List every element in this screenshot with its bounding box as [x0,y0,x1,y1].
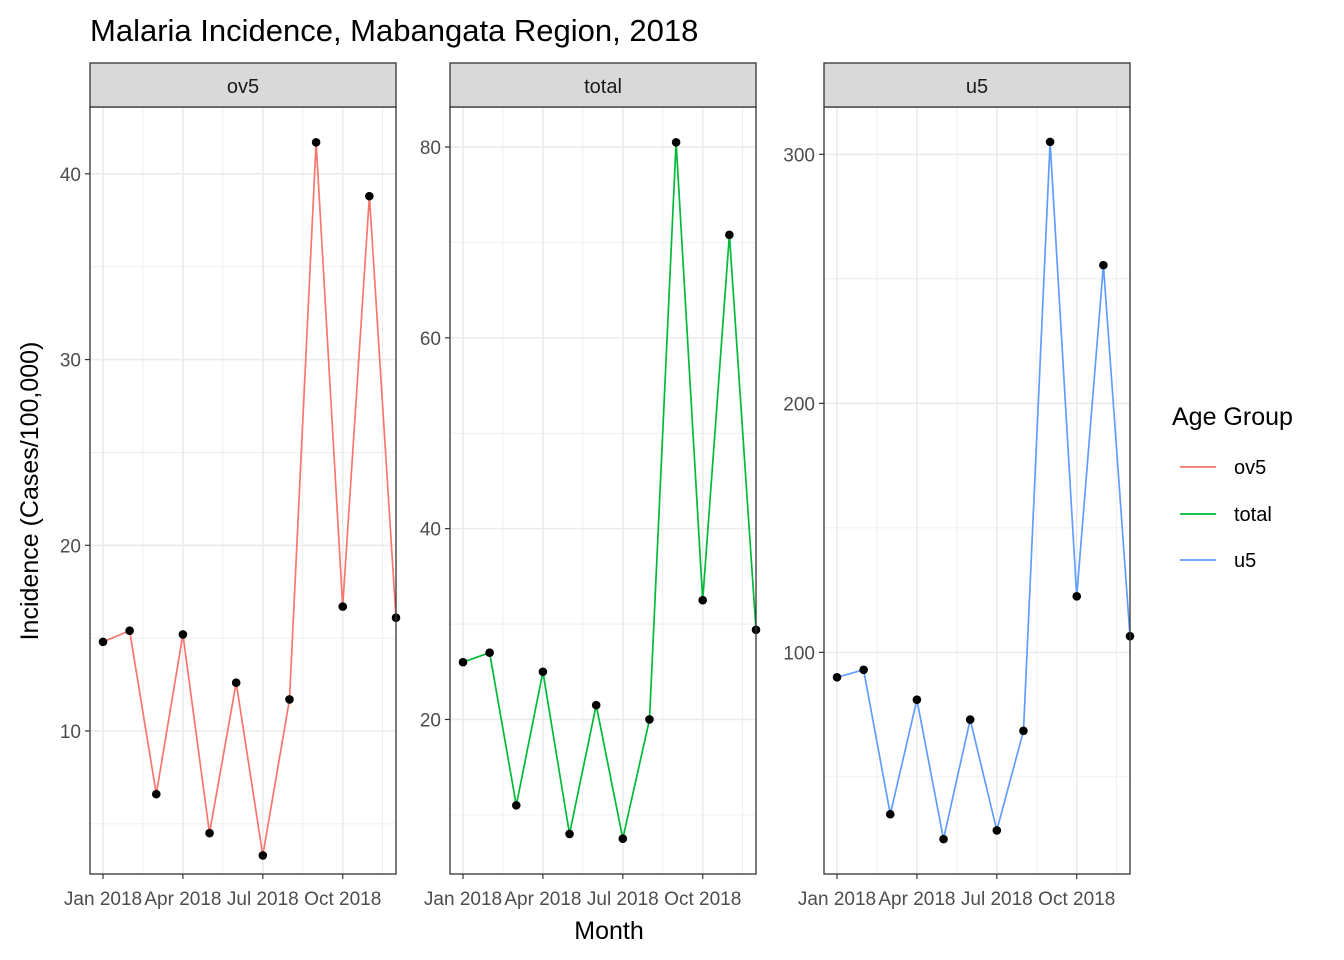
x-tick-label: Oct 2018 [1038,889,1115,910]
y-tick-label: 40 [60,165,81,186]
series-line-ov5 [102,142,397,856]
data-point [511,801,521,810]
facet-panel-u5: 100 200 300 Jan 2018 Apr 2018 Jul 2018 Oct 201… [783,62,1135,910]
legend-item-u5: u5 [1180,550,1256,572]
data-point [1099,260,1108,270]
data-point [671,137,681,147]
panel-background [824,107,1130,874]
legend-label: ov5 [1234,457,1266,479]
data-point [98,637,108,647]
series-line-total [462,142,757,839]
y-tick-label: 40 [420,520,441,541]
data-point [458,657,468,667]
legend-item-ov5: ov5 [1180,457,1266,479]
data-point [485,648,494,657]
facet-strip-label: u5 [966,76,988,98]
x-tick-label: Jul 2018 [227,889,299,910]
data-point [538,667,548,677]
x-tick-label: Jan 2018 [64,889,142,910]
y-axis-title: Incidence (Cases/100,000) [16,342,44,641]
data-point [1045,137,1055,147]
x-tick-label: Jul 2018 [587,889,659,910]
x-tick-label: Apr 2018 [144,889,221,910]
x-tick-label: Oct 2018 [304,889,381,910]
legend-label: total [1234,504,1272,526]
legend-item-total: total [1180,504,1272,526]
data-point [618,834,628,844]
data-point [698,595,708,605]
y-tick-label: 30 [60,351,81,372]
x-axis-title: Month [574,917,643,945]
data-point [338,602,348,611]
legend: Age Group ov5 total u5 [1172,403,1293,572]
y-tick-label: 60 [420,329,441,350]
data-point [1019,726,1028,736]
facet-strip [449,62,757,108]
y-tick-label: 10 [60,722,81,743]
facet-strip [89,62,397,108]
data-point [832,672,842,682]
data-point [912,695,922,704]
x-tick-label: Jan 2018 [798,889,876,910]
data-point [365,191,374,201]
data-point [311,137,321,147]
series-line-u5 [836,141,1131,840]
y-tick-label: 20 [420,710,441,731]
data-point [591,700,601,710]
data-point [725,230,734,240]
panel-background [90,107,396,874]
data-point [885,809,895,819]
data-point [178,630,188,639]
data-point [231,678,241,688]
facet-strip [823,62,1131,108]
x-tick-label: Oct 2018 [664,889,741,910]
data-point [125,626,134,636]
legend-title: Age Group [1172,403,1293,431]
data-point [645,715,654,724]
data-point [992,826,1002,835]
data-point [965,715,975,724]
facet-strip-label: ov5 [227,76,259,98]
data-point [205,828,214,838]
data-point [565,829,574,839]
facet-strip-label: total [584,76,622,98]
panel-background [450,107,756,874]
x-tick-label: Apr 2018 [504,889,581,910]
y-tick-label: 80 [420,138,441,159]
data-point [1072,592,1082,601]
data-point [939,834,948,844]
x-tick-label: Jul 2018 [961,889,1033,910]
y-tick-label: 200 [783,394,815,415]
chart-title: Malaria Incidence, Mabangata Region, 201… [90,13,698,48]
data-point [258,851,268,860]
facet-panel-total: 20 40 60 80 Jan 2018 Apr 2018 Jul 2018 Oct 2018… [420,62,761,910]
data-point [151,789,161,799]
data-point [285,695,294,704]
y-tick-label: 100 [783,643,815,664]
x-tick-label: Jan 2018 [424,889,502,910]
data-point [859,665,868,675]
facet-panel-ov5: 10 20 30 40 Jan 2018 Apr 2018 Jul 2018 Oct 2018… [60,62,401,910]
y-tick-label: 20 [60,536,81,557]
legend-label: u5 [1234,550,1256,572]
y-tick-label: 300 [783,145,815,166]
x-tick-label: Apr 2018 [878,889,955,910]
